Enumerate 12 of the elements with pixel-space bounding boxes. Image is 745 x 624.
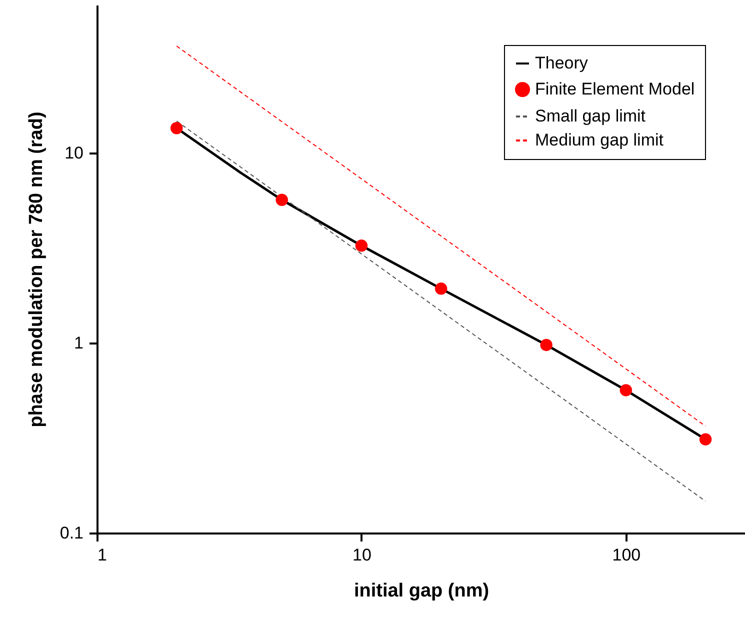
x-tick-label: 1 <box>98 546 107 564</box>
x-axis-title: initial gap (nm) <box>354 580 490 602</box>
y-axis-title: phase modulation per 780 nm (rad) <box>26 112 47 428</box>
legend-label: Finite Element Model <box>535 80 695 98</box>
y-tick-label: 1 <box>74 333 84 352</box>
y-tick-label: 0.1 <box>60 524 84 542</box>
x-tick-label: 100 <box>612 546 641 564</box>
y-tick-label: 10 <box>64 143 84 162</box>
legend-label: Small gap limit <box>535 106 646 126</box>
x-tick-label: 10 <box>352 546 372 564</box>
legend-label: Medium gap limit <box>535 130 664 150</box>
legend-label: Theory <box>535 54 588 72</box>
